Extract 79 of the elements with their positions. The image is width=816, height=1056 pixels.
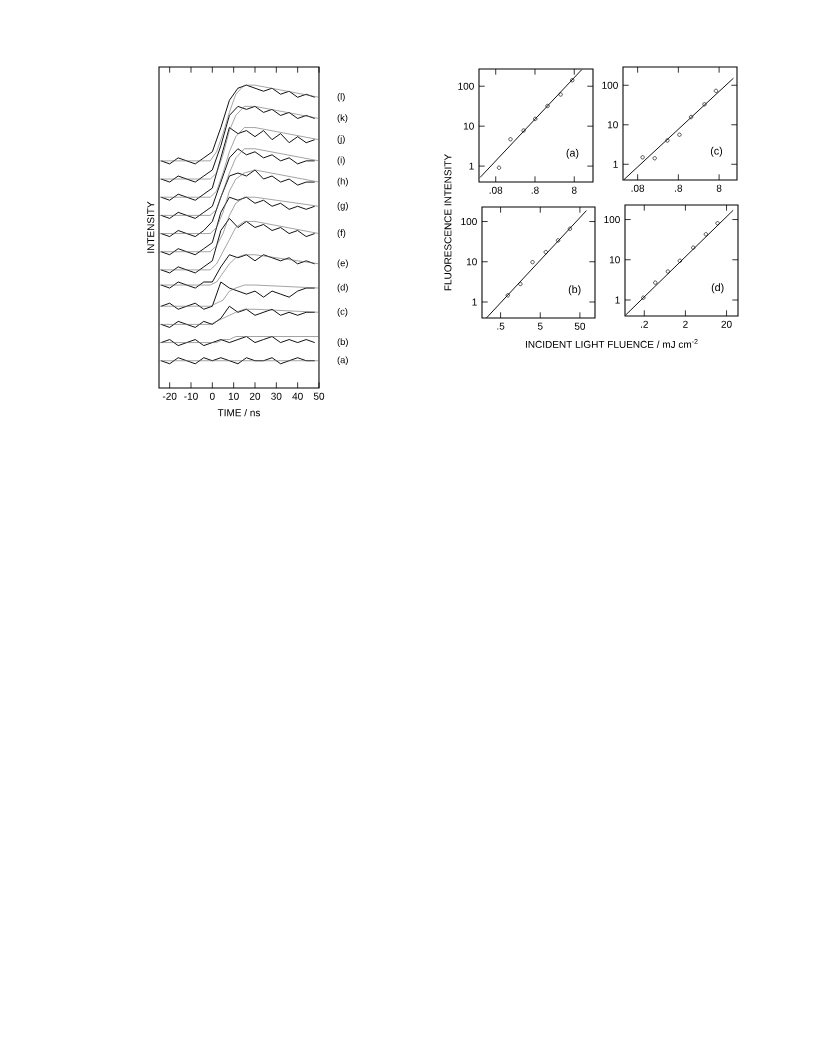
- x-tick-label: 2: [683, 320, 688, 328]
- point: [518, 281, 523, 287]
- y-axis-title: INTENSITY: [147, 201, 155, 253]
- point: [713, 88, 719, 93]
- text: (a): [337, 356, 348, 366]
- point: [653, 280, 658, 285]
- y-tick-label: 100: [458, 82, 474, 90]
- x-tick-label: 5: [537, 322, 543, 330]
- text: (d): [337, 283, 348, 293]
- point: [521, 128, 526, 133]
- y-tick-label: 10: [607, 121, 618, 129]
- x-tick-label: .8: [675, 184, 683, 192]
- x-tick-label: .2: [641, 320, 648, 328]
- point: [496, 165, 502, 170]
- point: [558, 92, 563, 97]
- text: (c): [337, 307, 348, 317]
- y-tick-label: 100: [604, 216, 620, 224]
- y-axis-title: FLUORESCENCE INTENSITY: [444, 154, 452, 291]
- y-tick-label: 100: [602, 81, 618, 89]
- text: (l): [337, 92, 345, 102]
- y-tick-label: 10: [463, 122, 474, 130]
- text: (i): [337, 156, 345, 166]
- y-tick-label: 1: [615, 296, 620, 304]
- y-tick-label: 1: [613, 160, 618, 168]
- x-tick-label: .5: [497, 322, 505, 330]
- point: [677, 132, 682, 137]
- point: [567, 226, 572, 231]
- y-tick-label: 10: [466, 258, 477, 266]
- text: (b): [337, 338, 348, 347]
- x-axis-title: INCIDENT LIGHT FLUENCE / mJ cm$^{-2}$: [525, 338, 698, 348]
- x-tick-label: 20: [721, 320, 732, 328]
- x-tick-label: 30: [271, 392, 282, 400]
- y-tick-label: 100: [461, 218, 477, 226]
- point: [641, 295, 646, 300]
- y-tick-label: 10: [609, 256, 620, 264]
- point: [533, 116, 538, 121]
- point: [570, 78, 575, 83]
- text: (g): [337, 201, 348, 211]
- point: [545, 103, 550, 109]
- y-tick-label: 1: [472, 298, 477, 306]
- point: [665, 269, 670, 274]
- point: [715, 221, 720, 226]
- point: [556, 238, 561, 243]
- x-tick-label: .8: [531, 186, 539, 194]
- y-tick-label: 1: [469, 162, 474, 170]
- x-tick-label: 50: [313, 392, 325, 400]
- point: [703, 232, 708, 237]
- text: (j): [337, 135, 345, 145]
- point: [530, 260, 535, 265]
- point: [508, 137, 513, 142]
- x-tick-label: 40: [292, 392, 303, 400]
- point: [640, 155, 645, 160]
- annotation: (d): [711, 283, 724, 294]
- x-tick-label: .08: [489, 186, 503, 194]
- x-tick-label: 50: [574, 322, 586, 330]
- point: [665, 138, 670, 143]
- point: [677, 258, 682, 263]
- annotation: (a): [566, 148, 579, 159]
- text: (e): [337, 259, 348, 269]
- point: [688, 114, 694, 120]
- text: (h): [337, 177, 348, 187]
- x-axis-title: TIME / ns: [217, 408, 261, 417]
- annotation: (b): [568, 285, 581, 296]
- text: (f): [337, 229, 346, 238]
- x-tick-label: 8: [716, 184, 722, 192]
- point: [652, 156, 657, 161]
- annotation: (c): [710, 146, 723, 157]
- point: [691, 245, 696, 250]
- point: [505, 293, 510, 298]
- x-tick-label: 8: [571, 186, 577, 194]
- x-tick-label: 0: [209, 392, 215, 400]
- point: [543, 250, 548, 255]
- point: [702, 102, 707, 107]
- x-tick-label: 20: [249, 392, 261, 400]
- x-tick-label: 10: [228, 392, 239, 400]
- x-tick-label: -20: [162, 392, 177, 400]
- x-tick-label: .08: [631, 184, 645, 192]
- text: (k): [337, 114, 348, 123]
- x-tick-label: -10: [184, 392, 198, 400]
